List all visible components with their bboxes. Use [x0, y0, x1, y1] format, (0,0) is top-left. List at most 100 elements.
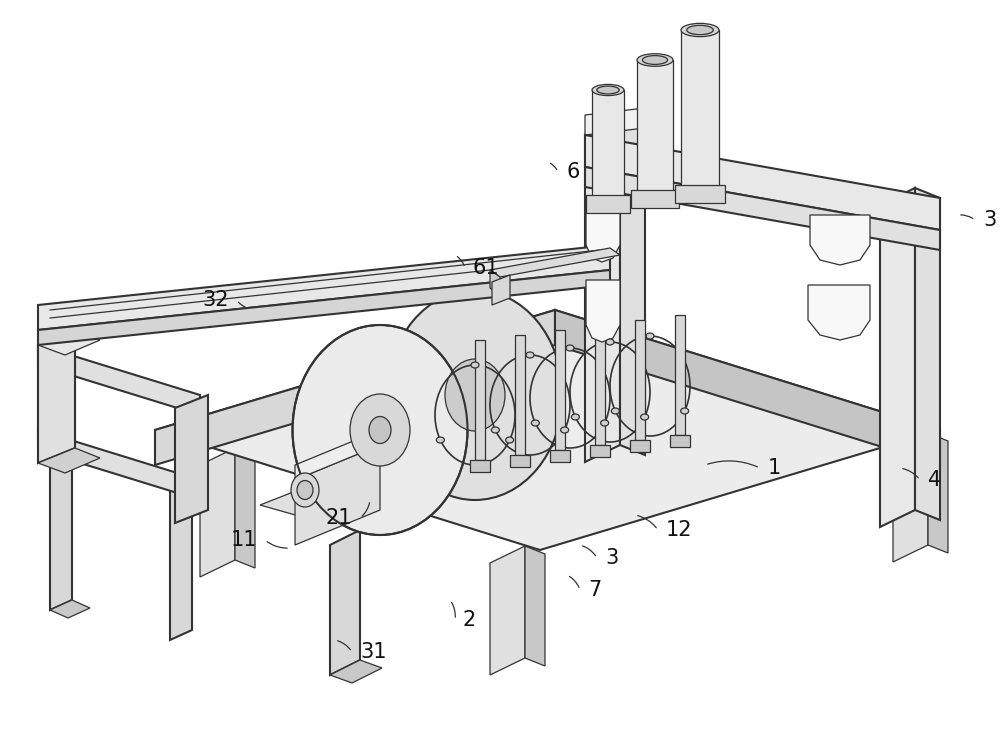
Polygon shape [545, 328, 565, 448]
Ellipse shape [566, 345, 574, 351]
Polygon shape [50, 440, 72, 610]
Polygon shape [670, 435, 690, 447]
Text: 12: 12 [666, 520, 692, 540]
Ellipse shape [681, 408, 689, 414]
Polygon shape [681, 30, 719, 195]
Ellipse shape [297, 480, 313, 500]
Polygon shape [928, 433, 948, 553]
Polygon shape [635, 320, 645, 440]
Polygon shape [893, 433, 928, 562]
Ellipse shape [531, 420, 539, 426]
Ellipse shape [445, 359, 505, 431]
Polygon shape [170, 475, 192, 640]
Polygon shape [585, 167, 940, 250]
Polygon shape [330, 660, 382, 683]
Polygon shape [586, 195, 630, 213]
Text: 1: 1 [768, 458, 781, 478]
Polygon shape [590, 445, 610, 457]
Polygon shape [915, 188, 940, 520]
Ellipse shape [592, 84, 624, 96]
Ellipse shape [506, 437, 514, 443]
Polygon shape [675, 185, 725, 203]
Polygon shape [38, 330, 100, 355]
Ellipse shape [471, 362, 479, 368]
Polygon shape [550, 450, 570, 462]
Polygon shape [585, 135, 940, 230]
Polygon shape [235, 448, 255, 568]
Polygon shape [295, 445, 380, 545]
Text: 31: 31 [360, 642, 386, 662]
Polygon shape [637, 60, 673, 200]
Polygon shape [295, 430, 380, 480]
Polygon shape [630, 440, 650, 452]
Polygon shape [330, 530, 360, 675]
Polygon shape [555, 310, 940, 465]
Polygon shape [620, 118, 645, 455]
Text: 7: 7 [588, 580, 601, 600]
Polygon shape [50, 600, 90, 618]
Polygon shape [155, 310, 940, 550]
Ellipse shape [436, 437, 444, 443]
Ellipse shape [637, 54, 673, 66]
Text: 3: 3 [983, 210, 996, 230]
Ellipse shape [687, 25, 713, 35]
Polygon shape [592, 90, 624, 205]
Ellipse shape [597, 86, 619, 94]
Polygon shape [585, 118, 620, 462]
Polygon shape [260, 458, 440, 522]
Polygon shape [38, 270, 610, 345]
Ellipse shape [369, 416, 391, 444]
Polygon shape [38, 448, 100, 473]
Polygon shape [490, 270, 500, 295]
Ellipse shape [646, 333, 654, 339]
Ellipse shape [350, 394, 410, 466]
Polygon shape [490, 248, 620, 277]
Ellipse shape [292, 325, 468, 535]
Text: 6: 6 [566, 162, 579, 182]
Polygon shape [475, 340, 485, 460]
Ellipse shape [601, 420, 609, 426]
Polygon shape [490, 546, 525, 675]
Polygon shape [38, 345, 200, 415]
Polygon shape [38, 245, 610, 330]
Polygon shape [585, 108, 645, 135]
Ellipse shape [571, 414, 579, 420]
Text: 3: 3 [605, 548, 618, 568]
Ellipse shape [291, 473, 319, 507]
Text: 21: 21 [326, 508, 352, 528]
Polygon shape [155, 310, 555, 465]
Polygon shape [38, 430, 200, 500]
Polygon shape [175, 395, 208, 523]
Text: 32: 32 [202, 290, 229, 310]
Polygon shape [586, 200, 620, 262]
Polygon shape [492, 275, 510, 305]
Polygon shape [586, 280, 620, 342]
Polygon shape [880, 188, 915, 527]
Polygon shape [515, 335, 525, 455]
Text: 11: 11 [230, 530, 257, 550]
Polygon shape [38, 330, 75, 463]
Polygon shape [595, 325, 605, 445]
Polygon shape [525, 546, 545, 666]
Polygon shape [810, 215, 870, 265]
Polygon shape [631, 190, 679, 208]
Polygon shape [200, 448, 235, 577]
Ellipse shape [642, 55, 668, 64]
Text: 61: 61 [473, 258, 500, 278]
Polygon shape [555, 330, 565, 450]
Ellipse shape [388, 290, 562, 500]
Polygon shape [38, 345, 75, 450]
Ellipse shape [526, 352, 534, 358]
Text: 4: 4 [928, 470, 941, 490]
Polygon shape [510, 455, 530, 467]
Polygon shape [808, 285, 870, 340]
Text: 2: 2 [463, 610, 476, 630]
Ellipse shape [606, 339, 614, 345]
Polygon shape [293, 395, 562, 430]
Ellipse shape [561, 427, 569, 433]
Polygon shape [510, 328, 545, 457]
Ellipse shape [681, 24, 719, 37]
Polygon shape [470, 460, 490, 472]
Ellipse shape [641, 414, 649, 420]
Ellipse shape [611, 408, 619, 414]
